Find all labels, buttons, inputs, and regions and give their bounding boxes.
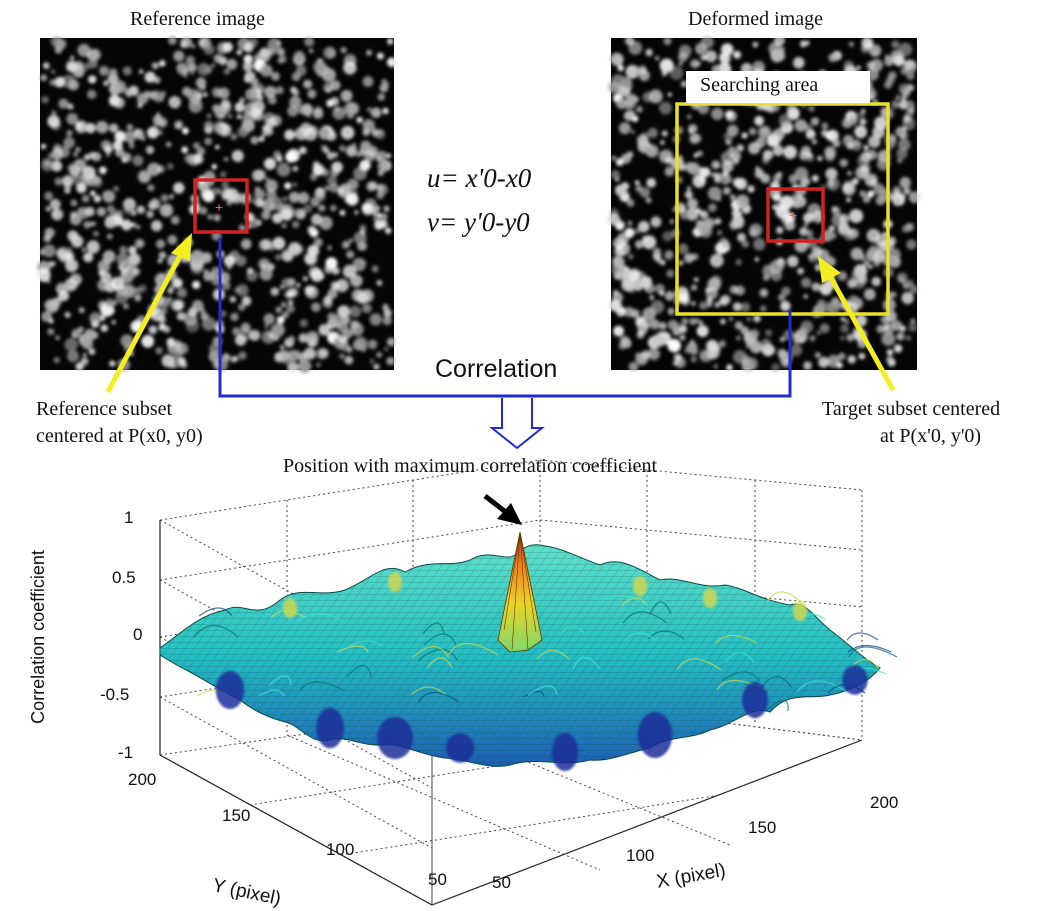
- search-area-label: Searching area: [700, 74, 819, 96]
- equation-v-text: v= y'0-y0: [427, 207, 530, 237]
- search-area-box: [675, 102, 890, 316]
- target-pointer-arrow: [818, 256, 896, 392]
- x-tick-50: 50: [492, 873, 511, 892]
- target-subset-label-line1: Target subset centered: [822, 398, 1001, 420]
- correlation-peak: [497, 531, 543, 653]
- reference-image: [36, 36, 397, 373]
- target-subset-label-line2: at P(x'0, y'0): [880, 425, 982, 447]
- z-axis-label: Correlation coefficient: [28, 550, 48, 724]
- reference-pointer-arrow: [105, 233, 192, 394]
- z-tick-4: -0.5: [100, 685, 130, 704]
- equation-v: v= y'0-y0: [427, 207, 530, 238]
- target-subset-box: [766, 187, 825, 243]
- svg-text:+: +: [215, 199, 223, 215]
- peak-annotation: Position with maximum correlation coeffi…: [283, 455, 657, 477]
- y-tick-200: 200: [128, 770, 157, 789]
- z-tick-3: 0: [133, 625, 143, 644]
- z-tick-1: 1: [124, 508, 134, 527]
- equation-u-text: u= x'0-x0: [427, 163, 532, 193]
- reference-subset-label-line1: Reference subset: [36, 398, 173, 420]
- svg-text:+: +: [789, 207, 797, 223]
- z-tick-2: 0.5: [112, 568, 136, 587]
- x-tick-200: 200: [870, 793, 899, 812]
- correlation-label: Correlation: [435, 355, 558, 383]
- y-tick-100: 100: [326, 840, 355, 859]
- y-tick-150: 150: [222, 806, 251, 825]
- search-area-label-bg: [686, 71, 870, 103]
- deformed-image-title: Deformed image: [688, 8, 823, 30]
- y-tick-50: 50: [428, 870, 447, 889]
- x-tick-100: 100: [626, 846, 655, 865]
- correlation-connector: [218, 238, 792, 450]
- z-tick-5: -1: [118, 743, 134, 762]
- correlation-surface-plot: [159, 459, 898, 906]
- equation-u: u= x'0-x0: [427, 163, 531, 194]
- reference-subset-box: [193, 178, 249, 234]
- reference-image-title: Reference image: [130, 8, 265, 30]
- peak-pointer-arrow: [483, 494, 522, 525]
- reference-subset-label-line2: centered at P(x0, y0): [36, 425, 203, 447]
- x-tick-150: 150: [748, 818, 777, 837]
